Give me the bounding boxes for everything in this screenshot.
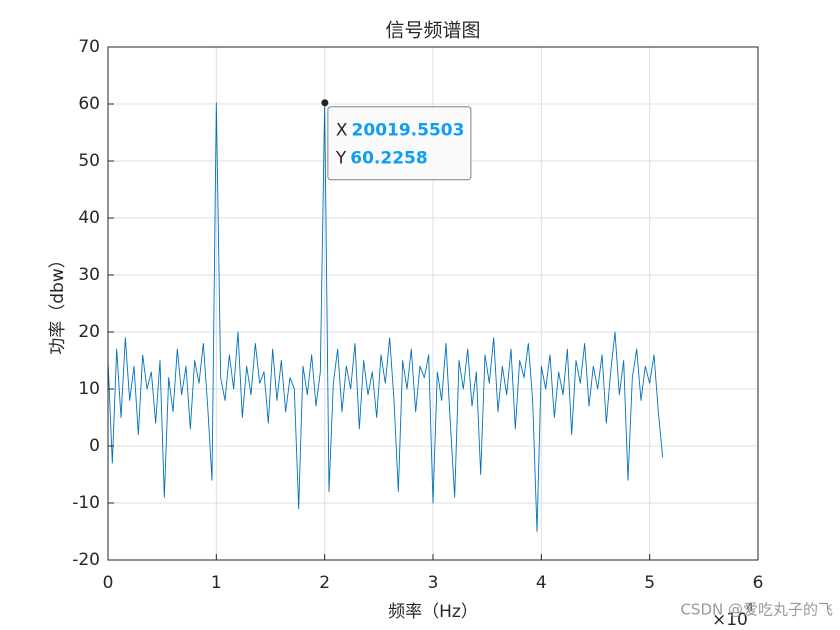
watermark: CSDN @爱吃丸子的飞 bbox=[680, 601, 833, 619]
x-tick-label: 0 bbox=[103, 573, 114, 593]
y-tick-label: 30 bbox=[78, 265, 100, 285]
x-tick-label: 4 bbox=[536, 573, 547, 593]
x-tick-label: 1 bbox=[211, 573, 222, 593]
datatip-marker bbox=[321, 99, 329, 107]
datatip-box bbox=[327, 106, 472, 181]
y-tick-label: 50 bbox=[78, 151, 100, 171]
x-exponent: 4 bbox=[746, 601, 754, 615]
y-tick-label: -20 bbox=[72, 550, 100, 570]
y-tick-label: -10 bbox=[72, 493, 100, 513]
datatip-row: Y 60.2258 bbox=[335, 149, 428, 169]
y-tick-label: 20 bbox=[78, 322, 100, 342]
chart-title: 信号频谱图 bbox=[385, 20, 480, 42]
x-tick-label: 5 bbox=[644, 573, 655, 593]
plot bbox=[107, 102, 664, 532]
x-tick-label: 2 bbox=[319, 573, 330, 593]
y-tick-label: 10 bbox=[78, 379, 100, 399]
y-tick-label: 70 bbox=[78, 37, 100, 57]
x-tick-label: 3 bbox=[428, 573, 439, 593]
datatip-value: 60.2258 bbox=[350, 149, 427, 169]
y-tick-label: 60 bbox=[78, 94, 100, 114]
x-axis-label: 频率（Hz） bbox=[388, 602, 478, 622]
y-axis-label: 功率（dbw） bbox=[48, 251, 68, 355]
x-exponent-base: ×10 bbox=[712, 610, 748, 630]
datatip-label: Y bbox=[335, 149, 347, 169]
datatip-label: X bbox=[336, 121, 348, 141]
y-tick-label: 40 bbox=[78, 208, 100, 228]
datatip-value: 20019.5503 bbox=[352, 121, 465, 141]
x-tick-label: 6 bbox=[753, 573, 764, 593]
series-line bbox=[107, 102, 664, 532]
y-tick-label: 0 bbox=[89, 436, 100, 456]
datatip-row: X 20019.5503 bbox=[336, 121, 465, 141]
